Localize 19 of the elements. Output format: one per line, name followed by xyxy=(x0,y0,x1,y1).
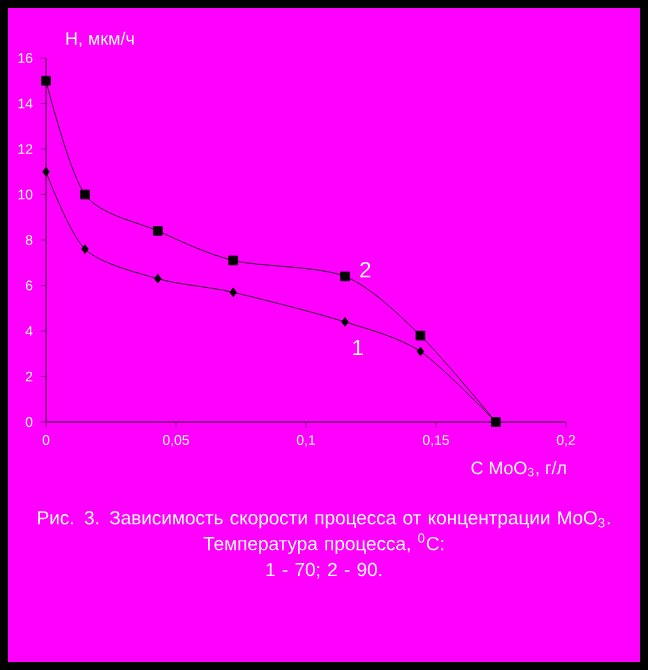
point xyxy=(81,244,89,254)
x-axis-title: C MoO$_{3}$, г/л xyxy=(471,461,566,477)
series-label: 2 xyxy=(360,261,371,278)
point xyxy=(228,255,238,266)
point xyxy=(340,271,350,282)
point xyxy=(416,346,425,357)
point xyxy=(341,317,349,327)
text: Рис. 3. Зависимость скорости процесса от концентрации MoO$_{3}$. xyxy=(38,511,610,529)
point xyxy=(42,166,50,177)
point xyxy=(229,287,237,298)
point xyxy=(154,273,162,284)
point xyxy=(415,330,426,341)
text: Температура процесса, $^{0}$C: xyxy=(203,533,444,555)
point xyxy=(41,75,51,86)
point xyxy=(80,189,90,200)
text: 1 - 70; 2 - 90. xyxy=(266,562,382,579)
point xyxy=(153,226,163,236)
y-axis-title: Н, мкм/ч xyxy=(66,31,134,47)
series-label: 1 xyxy=(353,339,363,356)
